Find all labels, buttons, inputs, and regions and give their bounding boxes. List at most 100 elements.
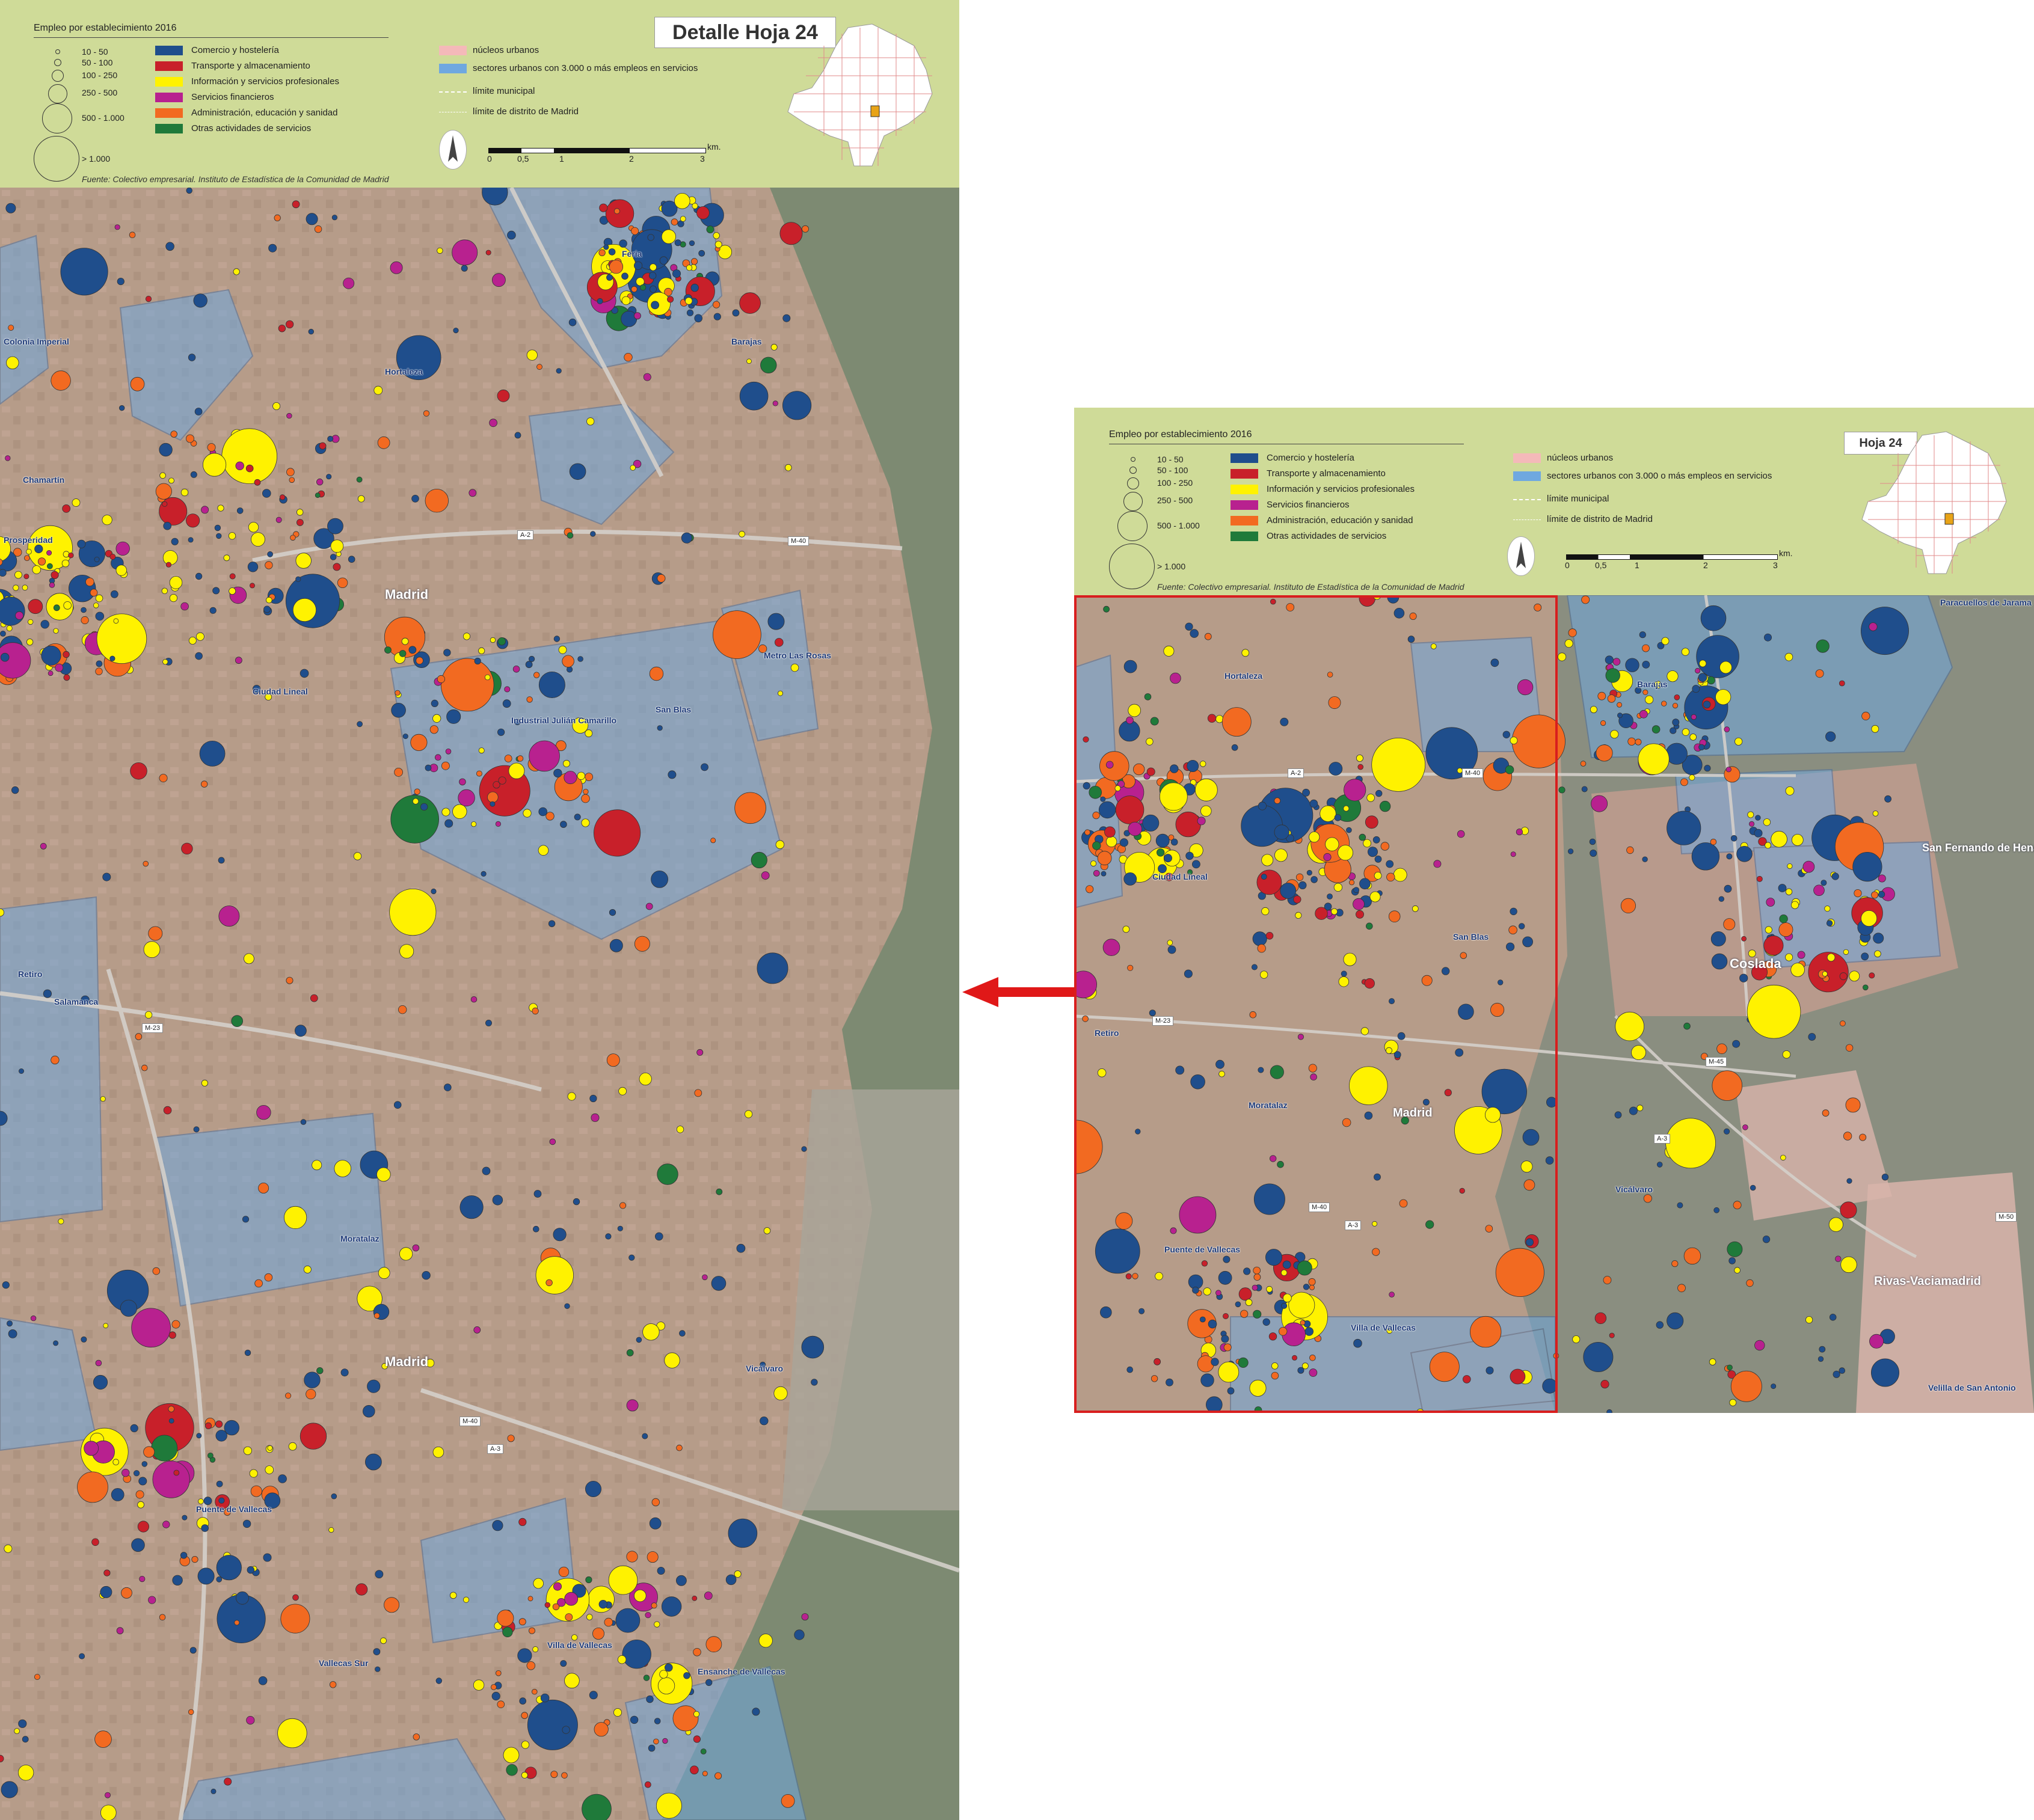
employment-circle bbox=[180, 1552, 188, 1559]
employment-circle bbox=[1583, 1342, 1614, 1373]
employment-circle bbox=[1495, 1248, 1544, 1298]
employment-circle bbox=[1127, 964, 1134, 971]
employment-circle bbox=[577, 656, 583, 662]
employment-circle bbox=[1132, 1273, 1138, 1279]
employment-circle bbox=[591, 1113, 600, 1122]
employment-circle bbox=[1215, 1059, 1224, 1069]
employment-circle bbox=[233, 268, 240, 275]
employment-circle bbox=[63, 601, 72, 610]
employment-circle bbox=[188, 1709, 194, 1715]
employment-circle bbox=[1843, 949, 1849, 955]
employment-circle bbox=[1393, 1051, 1401, 1059]
employment-circle bbox=[710, 838, 716, 844]
ov-road-a2: A-2 bbox=[1288, 768, 1304, 778]
employment-circle bbox=[1642, 689, 1648, 695]
employment-circle bbox=[1146, 738, 1154, 746]
ov-category-label-4: Servicios financieros bbox=[1267, 500, 1350, 510]
employment-circle bbox=[243, 1446, 252, 1455]
employment-circle bbox=[295, 576, 301, 582]
employment-circle bbox=[497, 637, 506, 646]
employment-circle bbox=[1371, 737, 1426, 792]
employment-circle bbox=[34, 1673, 40, 1680]
employment-circle bbox=[746, 358, 752, 364]
employment-circle bbox=[1170, 838, 1178, 846]
employment-circle bbox=[0, 631, 6, 637]
employment-circle bbox=[188, 354, 196, 361]
employment-circle bbox=[169, 576, 183, 589]
employment-circle bbox=[6, 625, 13, 632]
employment-circle bbox=[1309, 831, 1320, 843]
employment-circle bbox=[100, 1804, 117, 1820]
employment-circle bbox=[478, 747, 485, 754]
employment-circle bbox=[1374, 1173, 1381, 1181]
employment-circle bbox=[1779, 915, 1788, 924]
employment-circle bbox=[1271, 1371, 1279, 1380]
employment-circle bbox=[1249, 1379, 1267, 1397]
detail-map[interactable]: Feria Barajas Hortaleza Chamartín Madrid… bbox=[0, 188, 959, 1820]
employment-circle bbox=[752, 1708, 760, 1716]
employment-circle bbox=[572, 717, 589, 734]
employment-circle bbox=[1211, 1358, 1219, 1366]
employment-circle bbox=[137, 1501, 145, 1509]
employment-circle bbox=[553, 1582, 562, 1591]
employment-circle bbox=[1824, 905, 1831, 912]
employment-circle bbox=[1281, 1302, 1288, 1309]
ov-swatch-administracion bbox=[1231, 516, 1258, 525]
overview-map[interactable]: Barajas Hortaleza Madrid Coslada San Fer… bbox=[1074, 595, 2034, 1413]
employment-circle bbox=[223, 554, 230, 562]
employment-circle bbox=[497, 728, 505, 736]
employment-circle bbox=[163, 1106, 172, 1115]
employment-circle bbox=[411, 494, 419, 503]
employment-circle bbox=[159, 774, 168, 783]
employment-circle bbox=[207, 1452, 214, 1459]
employment-circle bbox=[775, 638, 784, 647]
employment-circle bbox=[234, 1620, 240, 1626]
employment-circle bbox=[1455, 1048, 1464, 1057]
employment-circle bbox=[621, 310, 638, 327]
employment-circle bbox=[0, 652, 10, 662]
employment-circle bbox=[143, 860, 149, 867]
employment-circle bbox=[1155, 833, 1170, 848]
legend-title: Empleo por establecimiento 2016 bbox=[34, 23, 177, 33]
employment-circle bbox=[1179, 1196, 1217, 1234]
employment-circle bbox=[802, 225, 810, 233]
employment-circle bbox=[1839, 1367, 1846, 1374]
employment-circle bbox=[1215, 1290, 1221, 1296]
employment-circle bbox=[1238, 1287, 1252, 1301]
employment-circle bbox=[473, 1679, 485, 1691]
employment-circle bbox=[100, 1586, 112, 1598]
employment-circle bbox=[431, 888, 437, 895]
employment-circle bbox=[1122, 925, 1130, 933]
employment-circle bbox=[1158, 864, 1167, 874]
employment-circle bbox=[1103, 605, 1110, 613]
employment-circle bbox=[1849, 970, 1860, 982]
employment-circle bbox=[1683, 1022, 1691, 1030]
employment-circle bbox=[1700, 605, 1727, 631]
employment-circle bbox=[655, 1232, 663, 1241]
employment-circle bbox=[43, 989, 52, 998]
ov-scale-tick-2: 2 bbox=[1703, 560, 1708, 570]
employment-circle bbox=[139, 1576, 146, 1583]
employment-circle bbox=[461, 265, 468, 272]
employment-circle bbox=[159, 443, 173, 457]
employment-circle bbox=[1192, 1287, 1199, 1294]
employment-circle bbox=[245, 464, 254, 473]
employment-circle bbox=[103, 1323, 109, 1329]
employment-circle bbox=[563, 759, 571, 767]
employment-circle bbox=[1581, 786, 1588, 792]
employment-circle bbox=[1353, 887, 1360, 893]
employment-circle bbox=[482, 188, 508, 206]
employment-circle bbox=[736, 1243, 746, 1253]
employment-circle bbox=[781, 1794, 795, 1808]
employment-circle bbox=[560, 1660, 567, 1667]
employment-circle bbox=[1672, 703, 1679, 709]
employment-circle bbox=[1797, 951, 1805, 959]
employment-circle bbox=[1164, 854, 1173, 863]
employment-circle bbox=[1286, 603, 1295, 611]
employment-circle bbox=[380, 1637, 387, 1644]
employment-circle bbox=[377, 436, 390, 449]
employment-circle bbox=[1170, 672, 1181, 684]
employment-circle bbox=[714, 241, 722, 248]
employment-circle bbox=[1164, 872, 1173, 881]
employment-circle bbox=[1820, 880, 1827, 886]
